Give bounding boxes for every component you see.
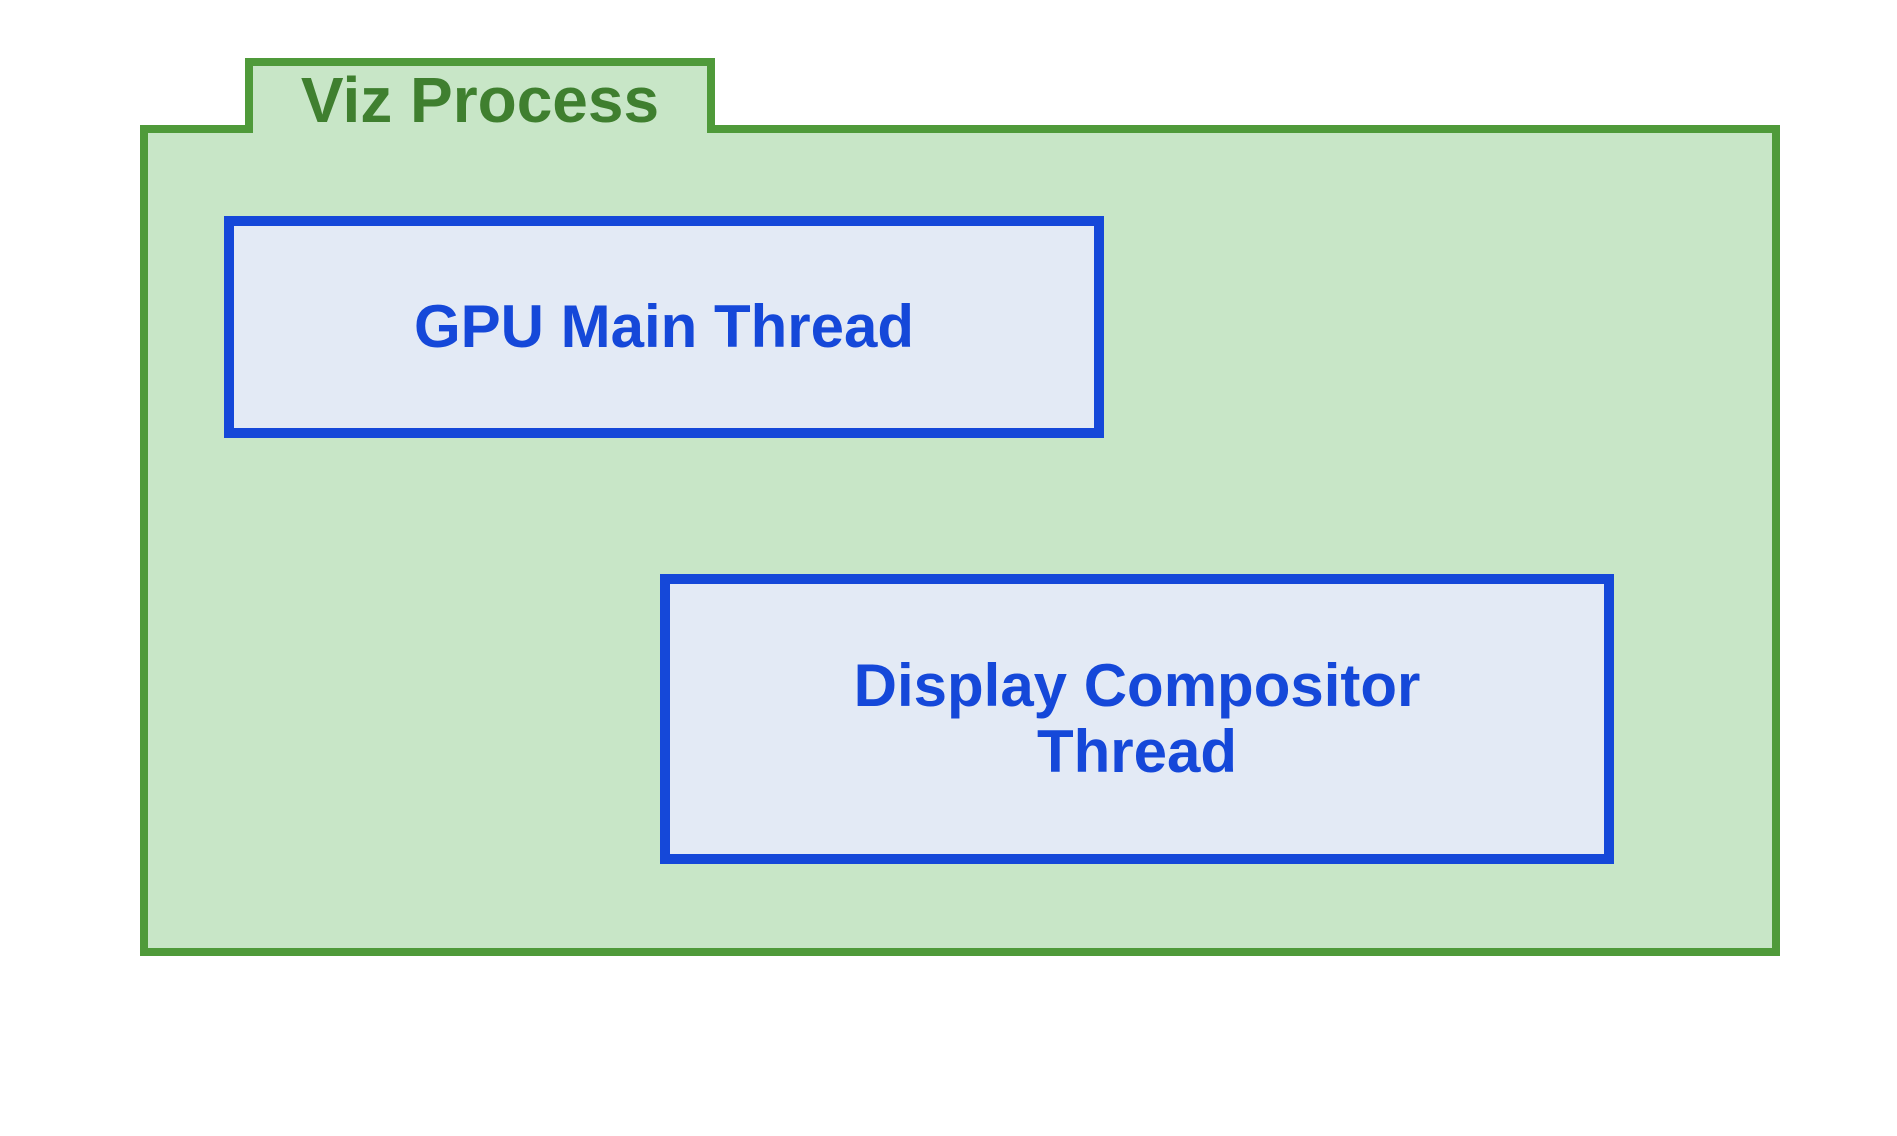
tab-join-cover [253,125,707,133]
gpu-main-thread-box: GPU Main Thread [224,216,1104,438]
gpu-main-thread-box-label: GPU Main Thread [414,294,914,360]
display-compositor-thread-box: Display Compositor Thread [660,574,1614,864]
viz-process-tab: Viz Process [245,58,715,133]
display-compositor-thread-box-label: Display Compositor Thread [854,653,1421,785]
